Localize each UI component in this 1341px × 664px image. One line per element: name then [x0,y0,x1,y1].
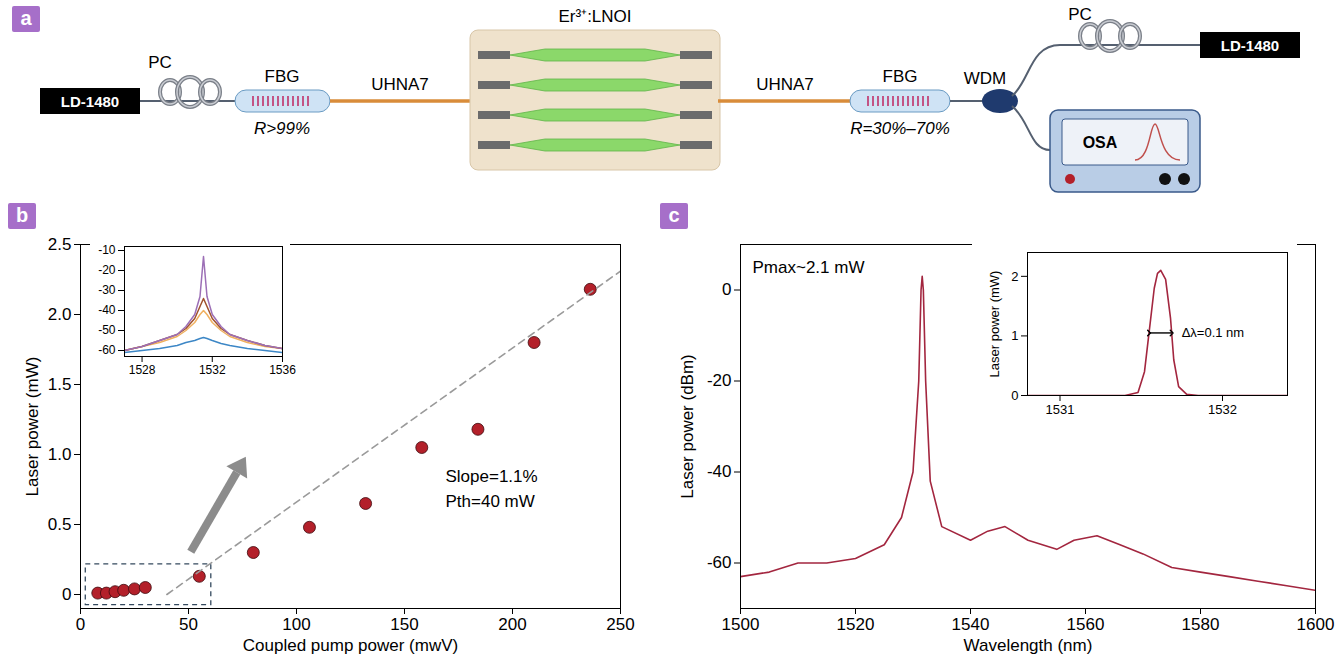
svg-text:-10: -10 [98,243,116,257]
svg-text:2: 2 [1011,268,1018,283]
svg-text:Pmax~2.1 mW: Pmax~2.1 mW [753,258,865,277]
svg-text:1.5: 1.5 [48,375,72,394]
svg-text:Wavelength (nm): Wavelength (nm) [964,636,1093,655]
svg-text:1.0: 1.0 [48,445,72,464]
svg-text:50: 50 [179,615,198,634]
svg-text:1531: 1531 [1046,402,1075,417]
svg-text:200: 200 [498,615,526,634]
svg-text:Laser power (mW): Laser power (mW) [23,357,42,497]
svg-text:-30: -30 [98,283,116,297]
svg-text:WDM: WDM [964,69,1006,88]
svg-text:0: 0 [1011,388,1018,403]
svg-text:-50: -50 [98,323,116,337]
svg-text:FBG: FBG [265,67,300,86]
svg-text:2.0: 2.0 [48,305,72,324]
svg-text:PC: PC [1068,5,1092,24]
svg-text:-40: -40 [707,462,732,481]
svg-text:-60: -60 [98,343,116,357]
svg-text:a: a [20,7,32,29]
svg-text:1520: 1520 [837,615,875,634]
svg-text:1580: 1580 [1182,615,1220,634]
svg-text:1532: 1532 [1208,402,1237,417]
svg-text:c: c [668,204,679,226]
svg-text:0: 0 [76,615,85,634]
svg-text:-20: -20 [98,263,116,277]
svg-text:Coupled pump power (mwV): Coupled pump power (mwV) [243,636,458,655]
svg-text:1532: 1532 [199,363,226,377]
svg-text:1528: 1528 [129,363,156,377]
svg-text:1500: 1500 [722,615,760,634]
svg-text:2.5: 2.5 [48,235,72,254]
svg-text:Laser power (mW): Laser power (mW) [987,271,1002,378]
svg-text:Slope=1.1%: Slope=1.1% [446,467,538,486]
svg-text:FBG: FBG [883,67,918,86]
svg-text:Laser power (dBm): Laser power (dBm) [678,354,697,499]
svg-text:1540: 1540 [952,615,990,634]
svg-text:Er³⁺:LNOI: Er³⁺:LNOI [558,7,631,26]
svg-text:150: 150 [390,615,418,634]
svg-text:1: 1 [1011,328,1018,343]
svg-text:b: b [16,204,28,226]
svg-text:-20: -20 [707,371,732,390]
svg-text:1600: 1600 [1297,615,1335,634]
svg-text:0: 0 [62,585,71,604]
svg-text:LD-1480: LD-1480 [61,93,119,110]
svg-text:R=30%–70%: R=30%–70% [850,119,950,138]
svg-text:Pth=40 mW: Pth=40 mW [446,492,535,511]
svg-text:0: 0 [722,280,731,299]
svg-text:LD-1480: LD-1480 [1221,37,1279,54]
svg-text:250: 250 [606,615,634,634]
svg-text:-60: -60 [707,553,732,572]
svg-text:UHNA7: UHNA7 [756,75,814,94]
svg-text:PC: PC [148,53,172,72]
svg-text:1560: 1560 [1067,615,1105,634]
svg-text:R>99%: R>99% [254,119,310,138]
svg-text:0.5: 0.5 [48,515,72,534]
svg-text:OSA: OSA [1083,134,1118,151]
svg-text:UHNA7: UHNA7 [371,75,429,94]
svg-text:1536: 1536 [269,363,296,377]
svg-text:Δλ=0.1 nm: Δλ=0.1 nm [1182,325,1245,340]
svg-text:100: 100 [282,615,310,634]
svg-text:-40: -40 [98,303,116,317]
